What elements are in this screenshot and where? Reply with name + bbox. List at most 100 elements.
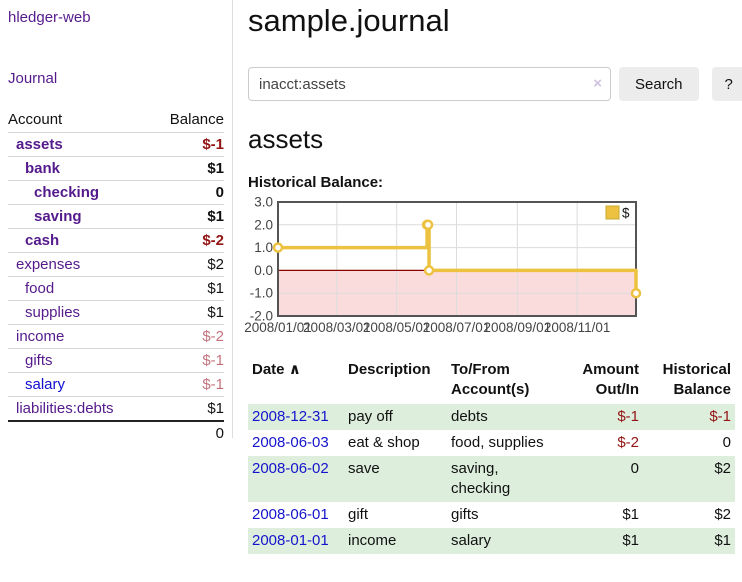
transaction-balance: $2	[714, 506, 731, 523]
sidebar-account-saving[interactable]: saving	[34, 208, 82, 225]
account-row: liabilities:debts $1	[8, 396, 224, 421]
transaction-balance: $1	[714, 532, 731, 549]
sidebar-account-assets[interactable]: assets	[16, 136, 63, 153]
sidebar-account-gifts[interactable]: gifts	[25, 352, 53, 369]
chart-svg: 3.0 2.0 1.0 0.0 -1.0 -2.02008/01/012008/03/01…	[244, 195, 642, 335]
sidebar: hledger-web Journal Account Balance asse…	[0, 0, 233, 442]
transaction-accounts: gifts	[451, 506, 479, 523]
clear-search-icon[interactable]: ×	[593, 75, 602, 92]
svg-text:-1.0: -1.0	[250, 286, 273, 301]
account-row: expenses $2	[8, 252, 224, 277]
transaction-date-link[interactable]: 2008-12-31	[252, 408, 329, 425]
accounts-table: Account Balance assets $-1 bank $1 checking 0…	[8, 109, 224, 445]
register-header-row: Date ∧ Description To/From Account(s) Am…	[248, 358, 735, 404]
search-input[interactable]	[248, 67, 611, 101]
transaction-amount: $1	[622, 506, 639, 523]
transaction-balance: $2	[714, 460, 731, 477]
transaction-accounts: debts	[451, 408, 488, 425]
transaction-description: income	[348, 532, 397, 549]
transaction-amount: $1	[622, 532, 639, 549]
transaction-description: eat & shop	[348, 434, 420, 451]
account-balance: $1	[207, 400, 224, 417]
sidebar-account-checking[interactable]: checking	[34, 184, 100, 201]
account-row: salary $-1	[8, 372, 224, 397]
account-row: assets $-1	[8, 132, 224, 157]
accounts-total-row: 0	[8, 421, 224, 445]
search-button[interactable]: Search	[619, 67, 699, 101]
svg-text:2008/11/01: 2008/11/01	[544, 320, 611, 335]
svg-text:$: $	[622, 206, 630, 221]
help-button[interactable]: ?	[711, 67, 742, 101]
sidebar-account-income[interactable]: income	[16, 328, 65, 345]
transaction-accounts: food, supplies	[451, 434, 544, 451]
accounts-column-header: To/From Account(s)	[451, 361, 530, 398]
transaction-balance: 0	[722, 434, 731, 451]
app: hledger-web Journal Account Balance asse…	[0, 0, 742, 554]
sidebar-account-supplies[interactable]: supplies	[25, 304, 81, 321]
svg-text:2.0: 2.0	[254, 217, 273, 232]
sidebar-account-salary[interactable]: salary	[25, 376, 66, 393]
account-row: food $1	[8, 276, 224, 301]
transaction-accounts: saving, checking	[451, 460, 511, 497]
svg-text:2008/03/01: 2008/03/01	[303, 320, 371, 335]
historical-balance-chart: 3.0 2.0 1.0 0.0 -1.0 -2.0 2008/01/01 2008/03/01…	[244, 195, 742, 341]
chart-title: Historical Balance:	[248, 174, 384, 191]
accounts-header-row: Account Balance	[8, 109, 224, 133]
transaction-description: gift	[348, 506, 369, 523]
svg-text:2008/07/01: 2008/07/01	[423, 320, 491, 335]
account-row: income $-2	[8, 324, 224, 349]
account-balance: $1	[207, 304, 224, 321]
account-balance: $2	[207, 256, 224, 273]
svg-text:2008/05/01: 2008/05/01	[363, 320, 431, 335]
sidebar-item-journal[interactable]: Journal	[8, 70, 58, 87]
search-box: ×	[248, 67, 611, 101]
sidebar-account-liabilities-debts[interactable]: liabilities:debts	[16, 400, 114, 417]
transaction-description: save	[348, 460, 380, 477]
account-row: gifts $-1	[8, 348, 224, 373]
brand-link[interactable]: hledger-web	[8, 9, 91, 26]
sidebar-account-food[interactable]: food	[25, 280, 55, 297]
transaction-date-link[interactable]: 2008-01-01	[252, 532, 329, 549]
sort-ascending-icon: ∧	[288, 361, 301, 378]
transaction-amount: $-2	[617, 434, 639, 451]
transaction-accounts: salary	[451, 532, 492, 549]
account-row: supplies $1	[8, 300, 224, 325]
transaction-row: 2008-06-02 save saving, checking 0 $2	[248, 456, 735, 502]
brand: hledger-web	[8, 9, 224, 27]
account-balance: $-2	[202, 232, 224, 249]
balance-column-header: Balance	[169, 111, 224, 128]
transaction-description: pay off	[348, 408, 393, 425]
sidebar-account-expenses[interactable]: expenses	[16, 256, 81, 273]
svg-text:1.0: 1.0	[254, 240, 273, 255]
transaction-row: 2008-06-01 gift gifts $1 $2	[248, 502, 735, 528]
search-form: × Search ?	[248, 67, 742, 101]
svg-text:-2.0: -2.0	[250, 309, 273, 324]
date-column-header[interactable]: Date ∧	[248, 358, 344, 404]
transaction-date-link[interactable]: 2008-06-02	[252, 460, 329, 477]
transaction-row: 2008-06-03 eat & shop food, supplies $-2 0	[248, 430, 735, 456]
transaction-date-link[interactable]: 2008-06-01	[252, 506, 329, 523]
account-balance: $-2	[202, 328, 224, 345]
description-column-header: Description	[348, 361, 431, 378]
account-balance: $-1	[202, 352, 224, 369]
transaction-amount: $-1	[617, 408, 639, 425]
transaction-row: 2008-01-01 income salary $1 $1	[248, 528, 735, 554]
account-row: bank $1	[8, 156, 224, 181]
transaction-date-link[interactable]: 2008-06-03	[252, 434, 329, 451]
account-balance: $-1	[202, 376, 224, 393]
transaction-balance: $-1	[709, 408, 731, 425]
svg-text:2008/01/01: 2008/01/01	[244, 320, 312, 335]
sidebar-account-bank[interactable]: bank	[25, 160, 61, 177]
amount-column-header: Amount Out/In	[582, 361, 639, 398]
page-title: sample.journal	[248, 3, 450, 38]
sidebar-account-cash[interactable]: cash	[25, 232, 60, 249]
account-column-header: Account	[8, 111, 63, 128]
account-balance: $-1	[202, 136, 224, 153]
account-row: cash $-2	[8, 228, 224, 253]
account-balance: $1	[207, 160, 224, 177]
account-heading: assets	[248, 124, 324, 154]
main-content: sample.journal × Search ? assets Histori…	[233, 0, 742, 554]
transaction-amount: 0	[630, 460, 639, 477]
date-header-label: Date	[252, 361, 285, 378]
account-balance: 0	[215, 184, 224, 201]
